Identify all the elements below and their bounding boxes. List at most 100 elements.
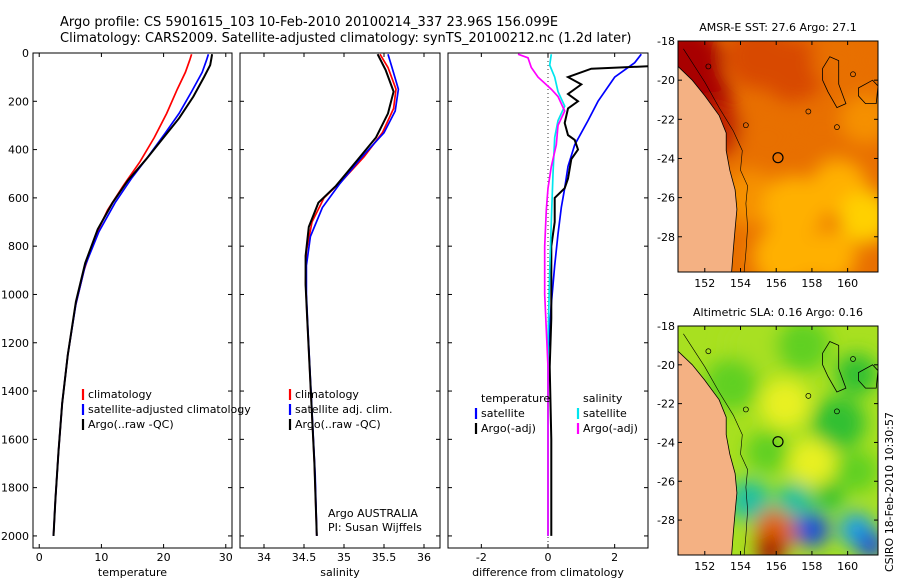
panel-frame — [447, 52, 649, 549]
y-tick-label: 1600 — [1, 433, 29, 446]
y-tick-label: -22 — [657, 398, 675, 411]
x-tick-label: 36 — [417, 551, 431, 564]
argo-position-marker — [772, 152, 784, 164]
legend-label: climatology — [295, 388, 359, 401]
x-tick-label: 154 — [730, 560, 751, 573]
plots: 0 10 20 30020040060080010001200140016001800… — [1, 21, 879, 579]
shelf-contour — [683, 48, 748, 272]
x-tick-label: 158 — [801, 277, 822, 290]
x-tick-label: 156 — [766, 560, 787, 573]
legend-label: climatology — [88, 388, 152, 401]
map-field — [678, 41, 878, 272]
field-blob — [794, 512, 830, 548]
y-tick-label: -18 — [657, 35, 675, 48]
series-line-3 — [304, 53, 395, 536]
island-outline — [805, 393, 812, 399]
field-blob — [835, 353, 878, 396]
x-tick-label: 0 — [545, 551, 552, 564]
field-blob — [794, 102, 848, 156]
y-tick-label: -22 — [657, 113, 675, 126]
field-blob — [738, 110, 796, 168]
land-mass — [678, 65, 738, 272]
y-tick-label: -26 — [657, 192, 675, 205]
island-outline — [743, 406, 749, 413]
field-blob — [803, 229, 857, 272]
annotation-text: Argo AUSTRALIA — [328, 507, 418, 520]
island-outline — [805, 108, 812, 115]
field-blob — [840, 94, 878, 144]
map-frame — [677, 40, 879, 273]
y-tick-label: 0 — [22, 47, 29, 60]
field-blob — [728, 479, 771, 522]
reef-contour — [858, 79, 878, 104]
field-blob — [704, 358, 759, 411]
legend-label: Argo(..raw -QC) — [295, 418, 381, 431]
x-tick-label: -2 — [476, 551, 487, 564]
figure-title-line1: Argo profile: CS 5901615_103 10-Feb-2010… — [60, 15, 558, 30]
field-blob — [760, 379, 811, 429]
shelf-contour — [683, 333, 748, 555]
series-line-1 — [547, 53, 642, 536]
x-axis-label: salinity — [320, 566, 360, 579]
map-title: AMSR-E SST: 27.6 Argo: 27.1 — [699, 21, 857, 34]
y-tick-label: 800 — [8, 240, 29, 253]
y-tick-label: 600 — [8, 192, 29, 205]
x-tick-label: 156 — [766, 277, 787, 290]
x-tick-label: 0 — [36, 551, 43, 564]
figure-title-line2: Climatology: CARS2009. Satellite-adjuste… — [60, 31, 632, 46]
map-field — [678, 326, 878, 555]
map-panel-1: 152 154 156 158 160 -18 -20 -22 -24 -26 -28 AMSR-E … — [657, 21, 879, 290]
x-tick-label: 160 — [837, 277, 858, 290]
x-axis-label: difference from climatology — [472, 566, 624, 579]
y-tick-label: -28 — [657, 514, 675, 527]
y-tick-label: -26 — [657, 475, 675, 488]
x-tick-label: 20 — [157, 551, 171, 564]
y-tick-label: 1800 — [1, 482, 29, 495]
island-outline — [705, 63, 712, 70]
annotation-text: PI: Susan Wijffels — [328, 521, 422, 534]
field-blob — [761, 41, 827, 103]
legend-label: Argo(..raw -QC) — [88, 418, 174, 431]
field-blob — [776, 326, 830, 372]
island-outline — [850, 71, 856, 78]
island-outline — [850, 356, 856, 362]
y-tick-label: -24 — [657, 436, 675, 449]
x-tick-label: 152 — [694, 560, 715, 573]
profile-panel-2: 34 34.5 35 35.5 36 salinity climatology satelli… — [239, 52, 441, 579]
panel-frame — [239, 52, 441, 549]
land-mass — [678, 350, 738, 555]
reef-contour — [858, 364, 878, 389]
x-tick-label: 152 — [694, 277, 715, 290]
field-blob — [753, 224, 818, 272]
plateau-contour — [822, 340, 847, 393]
series-line-3 — [52, 54, 214, 536]
x-tick-label: 10 — [94, 551, 108, 564]
y-tick-label: 1400 — [1, 385, 29, 398]
y-tick-label: -28 — [657, 231, 675, 244]
x-tick-label: 30 — [219, 551, 233, 564]
field-blob — [835, 450, 878, 493]
island-outline — [705, 348, 712, 355]
profile-panel-3: -2 0 2 difference from climatology temperatu… — [447, 52, 649, 579]
y-tick-label: 400 — [8, 144, 29, 157]
field-blob — [815, 482, 845, 511]
field-blob — [811, 396, 866, 450]
side-credit: CSIRO 18-Feb-2010 10:30:57 — [883, 412, 896, 572]
y-tick-label: 1200 — [1, 337, 29, 350]
y-tick-label: -20 — [657, 74, 675, 87]
x-tick-label: 35 — [337, 551, 351, 564]
field-blob — [756, 537, 786, 555]
y-tick-label: -20 — [657, 359, 675, 372]
legend-group-title: salinity — [583, 392, 623, 405]
field-blob — [745, 431, 789, 474]
field-blob — [788, 439, 836, 485]
field-blob — [761, 175, 827, 240]
y-tick-label: 2000 — [1, 530, 29, 543]
island-outline — [834, 408, 840, 415]
series-line-2 — [548, 65, 648, 536]
x-tick-label: 2 — [611, 551, 618, 564]
y-tick-label: -18 — [657, 320, 675, 333]
island-outline — [834, 124, 840, 130]
legend-label: satellite-adjusted climatology — [88, 403, 251, 416]
x-tick-label: 35.5 — [372, 551, 397, 564]
